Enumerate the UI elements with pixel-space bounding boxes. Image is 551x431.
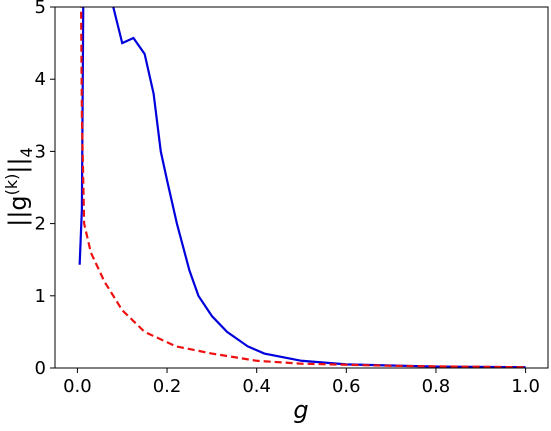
y-tick-label: 3 [35, 141, 46, 162]
y-label-sub: 4 [17, 147, 36, 157]
line-series [79, 7, 526, 368]
x-tick-label: 1.0 [511, 376, 540, 397]
plot-frame [54, 6, 549, 369]
y-tick-label: 5 [35, 0, 46, 18]
y-tick-label: 1 [35, 286, 46, 307]
y-tick-label: 2 [35, 214, 46, 235]
x-tick-label: 0.8 [422, 376, 451, 397]
y-axis-label: ||g(k)||4 [2, 147, 36, 227]
plot-area [78, 7, 526, 368]
y-label-sup: (k) [2, 174, 21, 196]
y-tick-label: 0 [35, 358, 46, 379]
y-tick-label: 4 [35, 69, 46, 90]
x-tick-label: 0.6 [332, 376, 361, 397]
x-axis-label: g [293, 396, 308, 424]
x-tick-label: 0.0 [63, 376, 92, 397]
x-tick-label: 0.4 [242, 376, 271, 397]
line-series [78, 7, 526, 368]
x-tick-label: 0.2 [153, 376, 182, 397]
y-label-part: ||g [4, 195, 32, 226]
y-label-part: || [4, 157, 32, 173]
